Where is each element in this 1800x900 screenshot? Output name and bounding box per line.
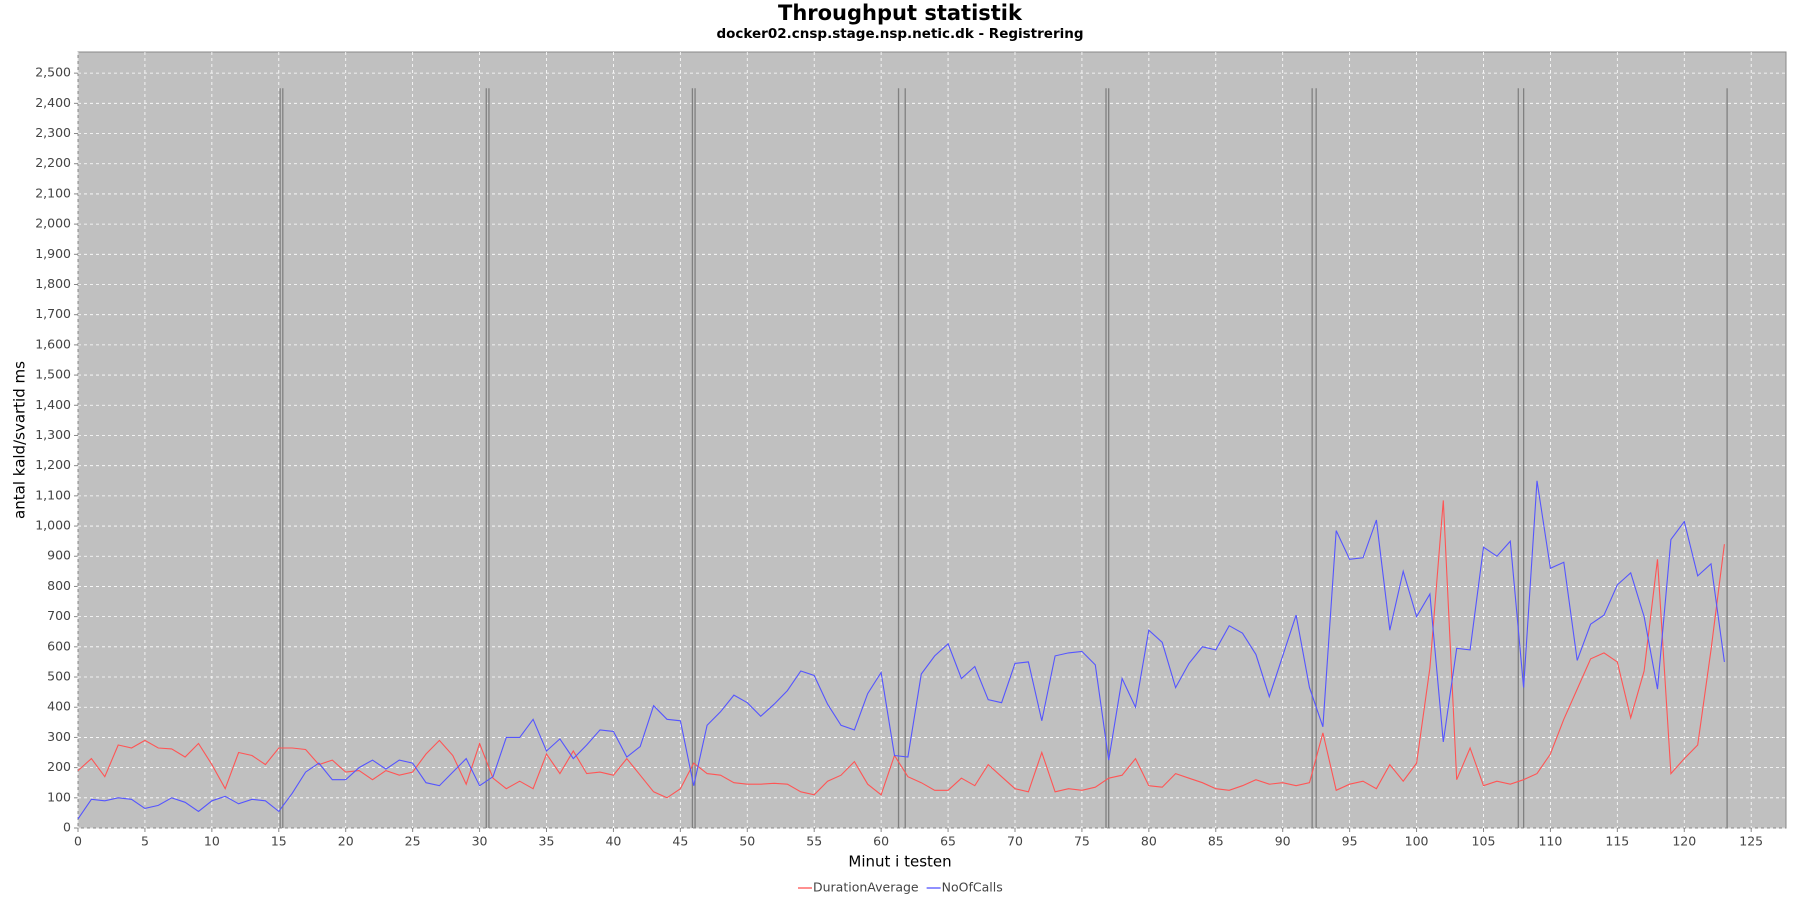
y-tick-label: 0 (63, 820, 71, 835)
x-tick-label: 110 (1538, 834, 1562, 849)
x-tick-label: 105 (1472, 834, 1496, 849)
y-tick-label: 100 (47, 789, 71, 804)
y-tick-label: 1,300 (35, 427, 71, 442)
y-tick-label: 1,500 (35, 367, 71, 382)
x-tick-label: 120 (1672, 834, 1696, 849)
x-tick-label: 45 (672, 834, 688, 849)
chart-subtitle: docker02.cnsp.stage.nsp.netic.dk - Regis… (716, 26, 1083, 42)
x-tick-label: 125 (1739, 834, 1763, 849)
legend-label: NoOfCalls (942, 880, 1003, 895)
x-tick-label: 75 (1074, 834, 1090, 849)
y-tick-label: 1,700 (35, 306, 71, 321)
x-axis-label: Minut i testen (848, 853, 951, 871)
x-tick-label: 20 (338, 834, 354, 849)
x-tick-label: 25 (405, 834, 421, 849)
x-tick-label: 60 (873, 834, 889, 849)
x-tick-label: 55 (806, 834, 822, 849)
chart-title: Throughput statistik (778, 1, 1023, 25)
y-tick-label: 2,500 (35, 65, 71, 80)
x-tick-label: 30 (472, 834, 488, 849)
y-tick-label: 2,400 (35, 95, 71, 110)
x-tick-label: 15 (271, 834, 287, 849)
x-tick-label: 50 (739, 834, 755, 849)
x-tick-label: 95 (1342, 834, 1358, 849)
y-tick-label: 2,300 (35, 125, 71, 140)
plot-area (77, 51, 1787, 829)
x-tick-label: 0 (74, 834, 82, 849)
y-tick-label: 700 (47, 608, 71, 623)
y-tick-label: 900 (47, 548, 71, 563)
y-tick-label: 300 (47, 729, 71, 744)
series-line (77, 480, 1725, 820)
series-line (77, 500, 1725, 799)
x-tick-label: 5 (141, 834, 149, 849)
y-tick-label: 2,100 (35, 185, 71, 200)
y-tick-label: 2,200 (35, 155, 71, 170)
y-tick-label: 200 (47, 759, 71, 774)
x-tick-label: 65 (940, 834, 956, 849)
x-tick-label: 90 (1275, 834, 1291, 849)
y-tick-label: 1,000 (35, 518, 71, 533)
y-tick-label: 1,900 (35, 246, 71, 261)
legend-label: DurationAverage (813, 880, 919, 895)
y-tick-label: 1,400 (35, 397, 71, 412)
y-tick-label: 1,200 (35, 457, 71, 472)
x-tick-label: 70 (1007, 834, 1023, 849)
y-tick-label: 1,100 (35, 487, 71, 502)
y-tick-label: 2,000 (35, 216, 71, 231)
x-tick-label: 10 (204, 834, 220, 849)
x-tick-label: 80 (1141, 834, 1157, 849)
y-axis-label: antal kald/svartid ms (11, 361, 29, 519)
x-tick-label: 35 (539, 834, 555, 849)
y-tick-label: 600 (47, 638, 71, 653)
y-tick-label: 800 (47, 578, 71, 593)
x-tick-label: 40 (605, 834, 621, 849)
x-tick-label: 100 (1405, 834, 1429, 849)
x-tick-label: 115 (1605, 834, 1629, 849)
y-tick-label: 500 (47, 669, 71, 684)
y-tick-label: 1,800 (35, 276, 71, 291)
x-tick-label: 85 (1208, 834, 1224, 849)
y-tick-label: 1,600 (35, 336, 71, 351)
y-tick-label: 400 (47, 699, 71, 714)
